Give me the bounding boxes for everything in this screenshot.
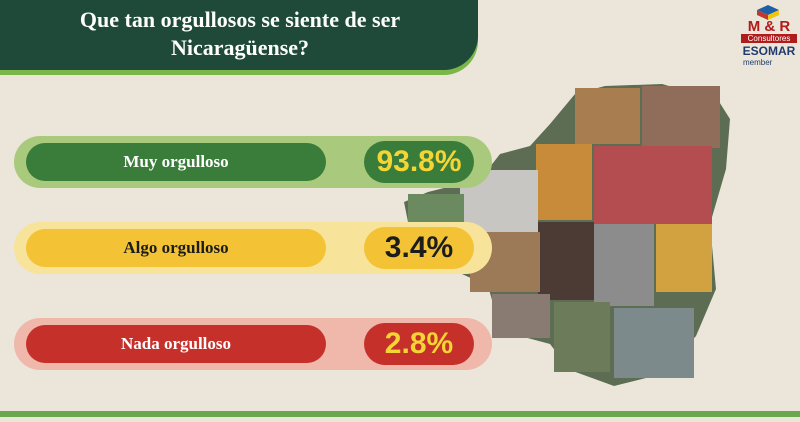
title-banner: Que tan orgullosos se siente de ser Nica… <box>0 0 478 70</box>
logo-member: member <box>743 58 773 67</box>
company-logo: M & R Consultores ESOMAR member <box>741 4 797 70</box>
cube-logo-icon <box>757 5 779 20</box>
logo-sub: Consultores <box>741 34 797 43</box>
bar-row-muy-orgulloso: Muy orgulloso 93.8% <box>14 136 492 188</box>
value-label: 3.4% <box>364 227 474 269</box>
bottom-divider <box>0 411 800 417</box>
value-label: 2.8% <box>364 323 474 365</box>
chart-title: Que tan orgullosos se siente de ser Nica… <box>79 7 401 60</box>
bar-row-nada-orgulloso: Nada orgulloso 2.8% <box>14 318 492 370</box>
logo-association: ESOMAR <box>742 44 796 58</box>
category-label: Muy orgulloso <box>26 143 326 181</box>
nicaragua-map-collage <box>404 84 730 386</box>
category-label: Algo orgulloso <box>26 229 326 267</box>
bar-row-algo-orgulloso: Algo orgulloso 3.4% <box>14 222 492 274</box>
category-label: Nada orgulloso <box>26 325 326 363</box>
value-label: 93.8% <box>364 141 474 183</box>
logo-brand: M & R <box>747 18 791 35</box>
